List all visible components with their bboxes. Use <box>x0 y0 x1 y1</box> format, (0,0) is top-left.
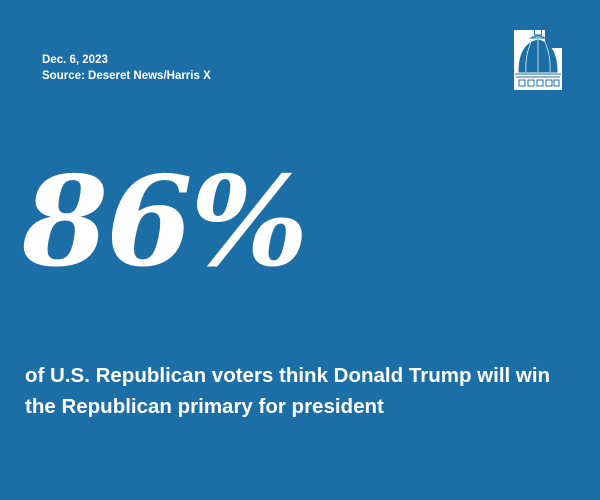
header-meta: Dec. 6, 2023 Source: Deseret News/Harris… <box>42 52 211 84</box>
statistic-value: 86% <box>22 150 308 295</box>
source: Source: Deseret News/Harris X <box>42 70 211 82</box>
capitol-dome-logo-icon <box>514 20 562 90</box>
date: Dec. 6, 2023 <box>42 54 108 66</box>
statistic-caption: of U.S. Republican voters think Donald T… <box>25 364 551 418</box>
